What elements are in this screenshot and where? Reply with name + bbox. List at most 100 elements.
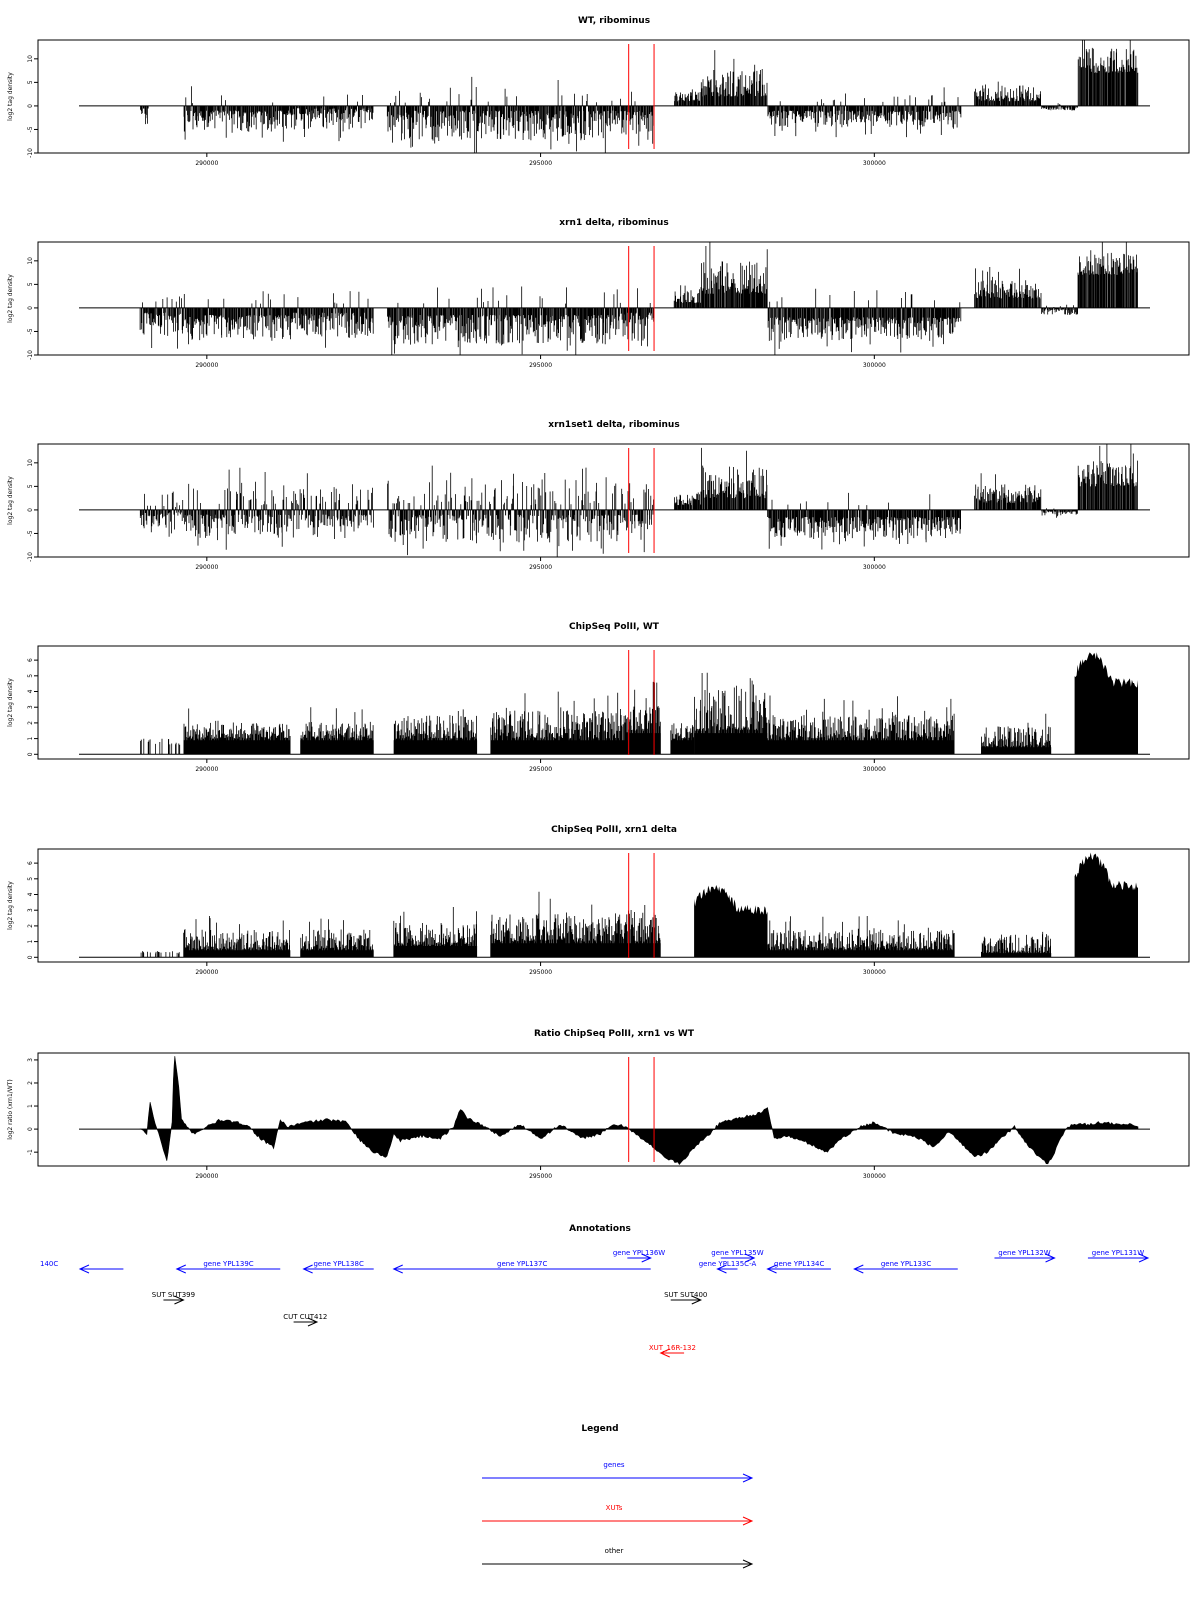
annotations-panel: Annotations 140C gene YPL139C gene YPL138C…	[40, 1224, 1150, 1358]
bar-spikes	[620, 288, 654, 347]
x-tick-label: 300000	[863, 969, 886, 976]
bar-spikes	[183, 708, 291, 755]
bar-spikes	[673, 285, 701, 308]
arrow-head	[307, 1317, 319, 1327]
annotation-arrow	[302, 1264, 374, 1274]
annotation-arrow	[994, 1253, 1056, 1263]
x-axis: 290000 295000 300000	[195, 556, 886, 571]
y-axis: 0 1 2 3 4 5 6	[27, 861, 39, 959]
annotation-label: gene YPL136W	[613, 1249, 665, 1257]
bar-spikes	[974, 267, 1042, 308]
legend-arrow	[482, 1473, 754, 1483]
arrow-head	[766, 1264, 777, 1274]
y-axis-label: log2 ratio (xrn1/WT)	[7, 1079, 14, 1139]
annotation-item: gene YPL135C-A	[699, 1260, 757, 1274]
bar-spikes	[183, 86, 291, 142]
y-tick-label: -10	[27, 148, 34, 158]
bar-spikes	[140, 105, 149, 125]
x-tick-label: 295000	[529, 564, 552, 571]
x-tick-label: 300000	[863, 766, 886, 773]
y-tick-label: 5	[27, 674, 34, 678]
x-tick-label: 290000	[195, 969, 218, 976]
bar-spikes	[1041, 103, 1078, 111]
annotation-item: gene YPL133C	[853, 1260, 958, 1274]
bar-spikes	[490, 691, 628, 755]
y-axis: -10 -5 0 5 10	[27, 257, 39, 360]
y-tick-label: 4	[27, 689, 34, 693]
arrow-head	[716, 1264, 727, 1274]
bar-series	[139, 444, 1138, 557]
y-axis: 0 1 2 3 4 5 6	[27, 658, 39, 756]
bar-spikes	[490, 891, 628, 958]
annotation-item: gene YPL139C	[175, 1260, 281, 1274]
legend-arrow	[482, 1516, 754, 1526]
bar-spikes	[974, 473, 1042, 510]
data-marks	[79, 852, 1150, 958]
annotation-item: gene YPL134C	[766, 1260, 831, 1274]
annotation-item: gene YPL138C	[302, 1260, 374, 1274]
track-panel: WT, ribominus log2 tag density -10 -5 0 5 10 29…	[7, 16, 1190, 167]
legend-label: XUTs	[606, 1504, 623, 1512]
bar-spikes	[1041, 508, 1078, 518]
bar-spikes	[300, 918, 374, 958]
bar-spikes	[981, 713, 1051, 755]
y-tick-label: 0	[27, 752, 34, 756]
arrow-head	[691, 1295, 703, 1305]
data-marks	[79, 40, 1150, 153]
legend-arrow	[482, 1559, 754, 1569]
y-tick-label: 0	[27, 1127, 34, 1131]
x-tick-label: 300000	[863, 362, 886, 369]
bar-spikes	[139, 491, 187, 537]
bar-spikes	[670, 723, 694, 755]
arrow-head	[641, 1253, 652, 1263]
y-tick-label: -10	[27, 350, 34, 360]
annotation-label: gene YPL135W	[711, 1249, 763, 1257]
bar-block	[1074, 652, 1138, 755]
bar-spikes	[290, 94, 374, 142]
bar-spikes	[387, 465, 621, 557]
bar-spikes	[767, 695, 955, 755]
y-tick-label: -5	[27, 328, 34, 334]
annotation-label: gene YPL135C-A	[699, 1260, 757, 1268]
bar-spikes	[700, 242, 768, 308]
arrow-head	[742, 1559, 754, 1569]
legend-item: XUTs	[482, 1504, 754, 1526]
x-tick-label: 295000	[529, 969, 552, 976]
arrow-head	[744, 1253, 756, 1263]
x-tick-label: 290000	[195, 564, 218, 571]
bar-spikes	[694, 672, 768, 755]
bar-spikes	[1041, 304, 1078, 315]
arrow-head	[742, 1516, 754, 1526]
annotation-arrow	[720, 1253, 756, 1263]
y-tick-label: 0	[27, 955, 34, 959]
y-axis-label: log2 tag density	[7, 476, 14, 525]
y-tick-label: 1	[27, 940, 34, 944]
track-panel: Ratio ChipSeq PolII, xrn1 vs WT log2 rati…	[7, 1029, 1190, 1180]
arrow-head	[78, 1264, 90, 1274]
x-axis: 290000 295000 300000	[195, 152, 886, 167]
data-marks	[79, 242, 1150, 355]
bar-spikes	[974, 81, 1041, 106]
bar-spikes	[620, 91, 655, 146]
y-tick-label: 3	[27, 908, 34, 912]
y-tick-label: 5	[27, 80, 34, 84]
annotation-item: gene YPL136W	[613, 1249, 665, 1263]
y-tick-label: -5	[27, 530, 34, 536]
x-tick-label: 300000	[863, 1173, 886, 1180]
bar-floor	[981, 747, 1052, 755]
bar-spikes	[767, 87, 962, 138]
bar-spikes	[387, 286, 621, 355]
track-panel: xrn1 delta, ribominus log2 tag density -10…	[7, 218, 1190, 369]
y-axis: -10 -5 0 5 10	[27, 459, 39, 562]
legend-title: Legend	[581, 1424, 618, 1434]
y-tick-label: -1	[27, 1149, 34, 1155]
y-tick-label: -10	[27, 552, 34, 562]
annotation-label: gene YPL133C	[881, 1260, 931, 1268]
y-tick-label: 6	[27, 658, 34, 662]
bar-block	[694, 885, 768, 958]
arrow-head	[174, 1295, 185, 1305]
annotation-item: SUT SUT399	[152, 1291, 195, 1305]
y-tick-label: 10	[27, 55, 34, 63]
bar-spikes	[140, 951, 180, 958]
